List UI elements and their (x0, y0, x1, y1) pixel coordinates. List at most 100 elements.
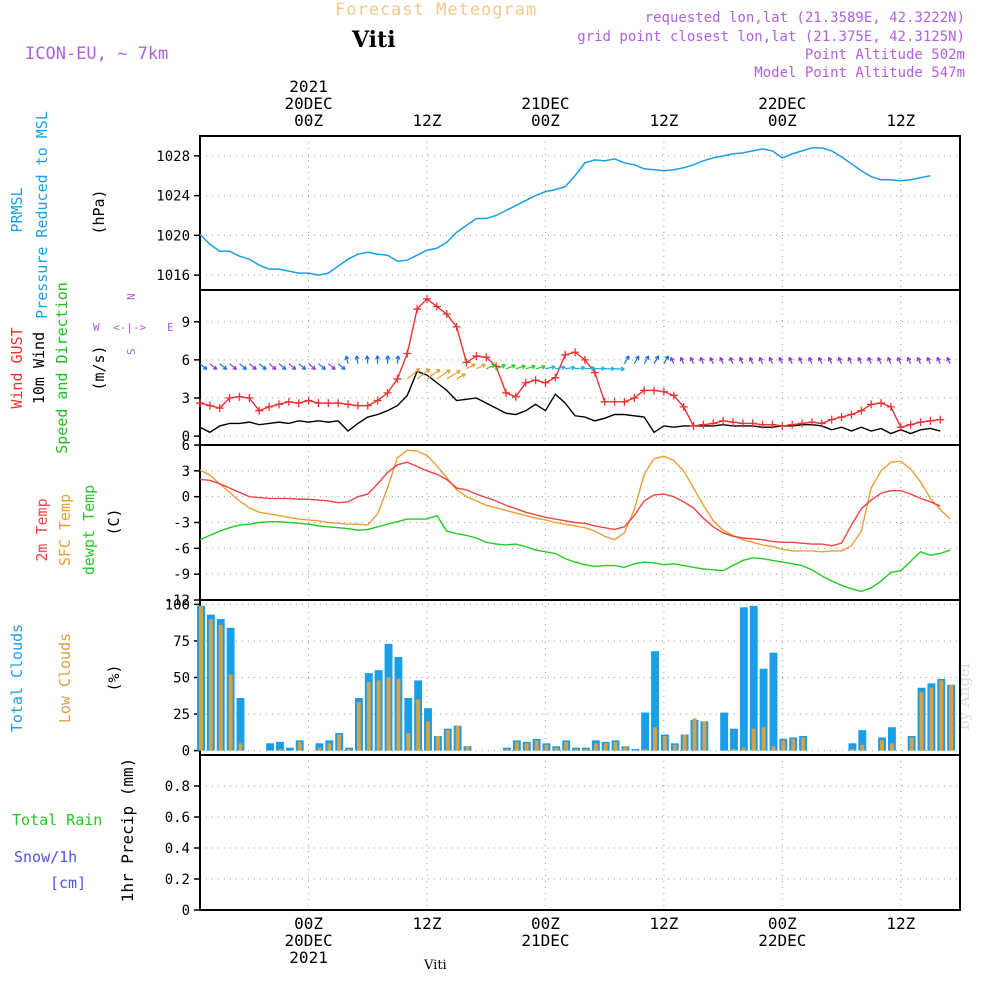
clouds-unit: (%) (105, 664, 123, 691)
gust-marker (413, 305, 422, 314)
low-cloud-bar (386, 677, 391, 751)
gust-marker (788, 420, 797, 429)
low-cloud-bar (603, 743, 608, 751)
time-label-bottom: 20DEC (284, 931, 332, 950)
low-cloud-bar (761, 727, 766, 751)
gust-marker (482, 353, 491, 362)
low-cloud-bar (672, 744, 677, 751)
low-cloud-bar (653, 727, 657, 751)
gust-marker (817, 419, 826, 428)
low-cloud-bar (455, 725, 460, 751)
time-label-top: 21DEC (521, 94, 569, 113)
wind-direction-arrow (545, 364, 556, 370)
low-cloud-bar (277, 749, 282, 751)
total-cloud-bar (739, 607, 748, 751)
low-cloud-bar (238, 743, 243, 751)
total-cloud-bar (769, 652, 778, 751)
gust-marker (215, 404, 224, 413)
gust-marker (492, 362, 501, 371)
footer-station-name: Viti (424, 958, 447, 973)
time-label-top: 20DEC (284, 94, 332, 113)
wind-direction-arrow (896, 356, 902, 364)
low-cloud-bar (544, 744, 549, 751)
total-cloud-bar (266, 743, 275, 751)
low-cloud-bar (376, 680, 381, 751)
gust-marker (452, 322, 461, 331)
y-tick-label: 0 (182, 429, 190, 445)
low-cloud-bar (860, 744, 865, 751)
wind-direction-arrow (565, 365, 576, 371)
wind-direction-arrow (426, 368, 441, 380)
low-cloud-bar (692, 718, 697, 751)
gust-marker (738, 419, 747, 428)
gust-marker (383, 388, 392, 397)
compass-arrow: <-|-> (113, 321, 146, 334)
total-cloud-bar (749, 605, 758, 751)
y-tick-label: 9 (182, 315, 190, 331)
total-cloud-bar (631, 749, 640, 751)
gust-marker (442, 310, 451, 319)
low-cloud-bar (534, 740, 539, 751)
gust-marker (324, 399, 333, 408)
time-label-top: 00Z (294, 111, 323, 130)
wind-direction-arrow (337, 363, 346, 371)
gust-marker (837, 413, 846, 422)
low-cloud-bar (949, 684, 954, 751)
gust-marker (551, 373, 560, 382)
wind-direction-arrow (446, 369, 461, 380)
gust-marker (689, 421, 698, 430)
gust-marker (284, 397, 293, 406)
total-cloud-bar (641, 712, 650, 751)
dewpt-label: dewpt Temp (80, 485, 98, 575)
y-tick-label: 75 (173, 634, 190, 650)
y-tick-label: 100 (165, 597, 190, 613)
wind-direction-arrow (798, 356, 803, 364)
wind-direction-arrow (395, 355, 401, 364)
wind-direction-arrow (837, 356, 843, 364)
gust-marker (867, 400, 876, 409)
wind-direction-arrow (456, 373, 466, 380)
time-label-top: 12Z (649, 111, 678, 130)
low-cloud-bar (751, 728, 756, 751)
meteogram-title: Forecast Meteogram (335, 0, 538, 20)
low-cloud-bar (939, 680, 944, 751)
gust-marker (659, 387, 668, 396)
y-tick-label: 1020 (156, 228, 190, 244)
low-clouds-label: Low Clouds (56, 633, 74, 723)
wind-direction-arrow (768, 356, 774, 364)
y-tick-label: 3 (182, 464, 190, 480)
gust-marker (650, 386, 659, 395)
y-tick-label: 0.4 (165, 841, 190, 857)
total-cloud-bar (236, 697, 245, 751)
wind-direction-arrow (867, 356, 872, 364)
wind-direction-arrow (877, 356, 882, 364)
low-cloud-bar (583, 749, 588, 751)
gust-label: Wind GUST (8, 327, 26, 408)
gust-marker (294, 399, 303, 408)
gust-marker (620, 397, 629, 406)
wind-direction-arrow (199, 363, 208, 371)
gust-marker (255, 406, 264, 415)
compass-east: E (167, 321, 174, 334)
gust-marker (561, 350, 570, 359)
gust-marker (541, 378, 550, 387)
wind-direction-arrow (614, 366, 625, 372)
y-tick-label: -12 (165, 593, 190, 609)
time-label-bottom: 00Z (531, 914, 560, 933)
wind-direction-arrow (709, 356, 714, 364)
low-cloud-bar (771, 746, 776, 751)
y-tick-label: 0 (182, 744, 190, 760)
station-name: Viti (352, 27, 396, 53)
dewpoint-line (199, 514, 951, 593)
gust-marker (906, 420, 915, 429)
y-tick-label: 0 (182, 490, 190, 506)
wind-direction-arrow (364, 355, 370, 364)
gust-marker (393, 374, 402, 383)
point-altitude: Point Altitude 502m (804, 47, 965, 63)
low-cloud-bar (850, 749, 855, 751)
pressure-line (199, 147, 931, 276)
gust-marker (403, 349, 412, 358)
wind-direction-arrow (268, 363, 277, 371)
gust-marker (314, 399, 323, 408)
gust-marker (877, 399, 886, 408)
